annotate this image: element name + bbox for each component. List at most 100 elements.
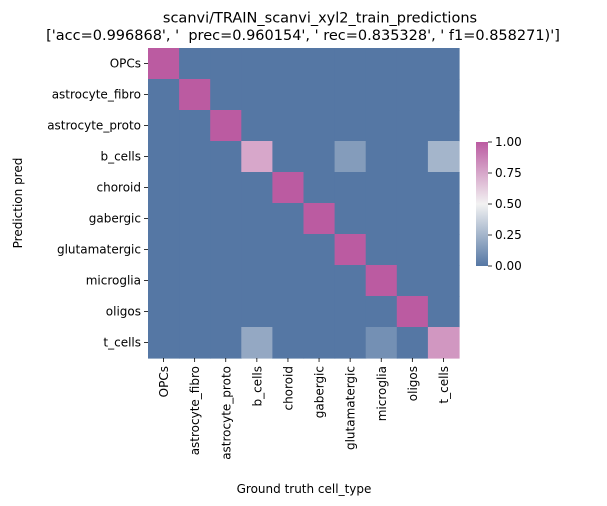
heatmap-cell [365, 172, 398, 204]
heatmap-cell [427, 172, 460, 204]
x-tick-label: gabergic [313, 366, 327, 418]
y-tick-label: glutamatergic [57, 243, 141, 257]
heatmap-cell [148, 141, 180, 173]
heatmap-cell [272, 296, 305, 328]
heatmap-cell [210, 265, 242, 297]
heatmap-cell [303, 203, 336, 235]
heatmap-cell [241, 265, 273, 297]
heatmap-cell [210, 48, 242, 80]
colorbar-tick-label: 0.50 [495, 197, 522, 211]
x-tick-label: glutamatergic [344, 366, 358, 450]
heatmap-cell [396, 203, 429, 235]
y-axis-label: Prediction pred [11, 158, 25, 249]
heatmap-cell [365, 79, 398, 111]
heatmap-cell [396, 141, 429, 173]
heatmap-cell [148, 172, 180, 204]
heatmap-cell [148, 203, 180, 235]
heatmap-cell [210, 172, 242, 204]
heatmap-cell [272, 234, 305, 266]
colorbar-tick-label: 1.00 [495, 135, 522, 149]
heatmap-cell [396, 110, 429, 142]
heatmap-cell [179, 234, 211, 266]
heatmap-cell [303, 296, 336, 328]
heatmap-cell [334, 141, 367, 173]
heatmap-cell [365, 234, 398, 266]
heatmap-cell [396, 172, 429, 204]
colorbar-tick-label: 0.25 [495, 228, 522, 242]
heatmap-cell [303, 79, 336, 111]
heatmap-cell [241, 203, 273, 235]
y-tick-label: OPCs [110, 57, 141, 71]
heatmap-cell [365, 203, 398, 235]
heatmap-cell [396, 265, 429, 297]
heatmap-cell [148, 234, 180, 266]
y-tick-label: astrocyte_fibro [52, 88, 141, 102]
heatmap-cell [148, 327, 180, 359]
heatmap-cell [334, 79, 367, 111]
heatmap-cell [241, 234, 273, 266]
heatmap-cell [365, 265, 398, 297]
y-tick-label: choroid [96, 181, 141, 195]
y-tick-label: gabergic [89, 212, 141, 226]
heatmap-cell [179, 79, 211, 111]
heatmap-cell [179, 327, 211, 359]
heatmap-cell [148, 265, 180, 297]
heatmap-cell [427, 110, 460, 142]
heatmap-cell [272, 79, 305, 111]
heatmap-cell [210, 79, 242, 111]
heatmap-cell [210, 141, 242, 173]
heatmap-cell [241, 79, 273, 111]
heatmap-cell [334, 265, 367, 297]
heatmap-cell [396, 48, 429, 80]
heatmap-cell [179, 110, 211, 142]
heatmap-cell [210, 234, 242, 266]
y-tick-label: microglia [86, 274, 141, 288]
heatmap-cells [148, 48, 460, 359]
heatmap-cell [427, 79, 460, 111]
heatmap-cell [427, 296, 460, 328]
heatmap-cell [396, 234, 429, 266]
y-tick-label: astrocyte_proto [47, 119, 141, 133]
heatmap-cell [272, 265, 305, 297]
heatmap-cell [334, 172, 367, 204]
heatmap-cell [179, 265, 211, 297]
x-axis-label: Ground truth cell_type [237, 482, 372, 496]
y-tick-label: oligos [106, 305, 141, 319]
heatmap-cell [427, 234, 460, 266]
x-tick-label: choroid [282, 366, 296, 411]
y-tick-labels: OPCs astrocyte_fibro astrocyte_proto b_cell… [47, 57, 148, 350]
heatmap-cell [334, 234, 367, 266]
x-tick-label: oligos [406, 366, 420, 401]
heatmap-cell [148, 110, 180, 142]
heatmap-cell [272, 172, 305, 204]
heatmap-cell [148, 48, 180, 80]
heatmap-cell [272, 141, 305, 173]
x-tick-label: astrocyte_fibro [188, 366, 202, 455]
x-tick-label: t_cells [437, 366, 451, 404]
heatmap-cell [427, 265, 460, 297]
heatmap-cell [365, 48, 398, 80]
heatmap-cell [427, 141, 460, 173]
heatmap-cell [365, 296, 398, 328]
heatmap-cell [241, 141, 273, 173]
heatmap-cell [148, 296, 180, 328]
colorbar-ticks: 0.00 0.25 0.50 0.75 1.00 [488, 135, 522, 273]
colorbar [476, 142, 488, 266]
heatmap-cell [427, 327, 460, 359]
x-tick-labels: OPCs astrocyte_fibro astrocyte_proto b_cell… [157, 358, 451, 460]
heatmap-cell [303, 141, 336, 173]
heatmap-cell [334, 327, 367, 359]
colorbar-tick-label: 0.00 [495, 259, 522, 273]
heatmap-cell [396, 327, 429, 359]
heatmap-cell [427, 48, 460, 80]
heatmap-cell [210, 203, 242, 235]
x-tick-label: microglia [375, 366, 389, 421]
colorbar-tick-label: 0.75 [495, 166, 522, 180]
heatmap-cell [179, 172, 211, 204]
x-tick-label: astrocyte_proto [219, 366, 233, 460]
heatmap-cell [303, 172, 336, 204]
y-tick-label: t_cells [103, 336, 141, 350]
heatmap-cell [334, 110, 367, 142]
heatmap-cell [303, 265, 336, 297]
heatmap-cell [365, 110, 398, 142]
